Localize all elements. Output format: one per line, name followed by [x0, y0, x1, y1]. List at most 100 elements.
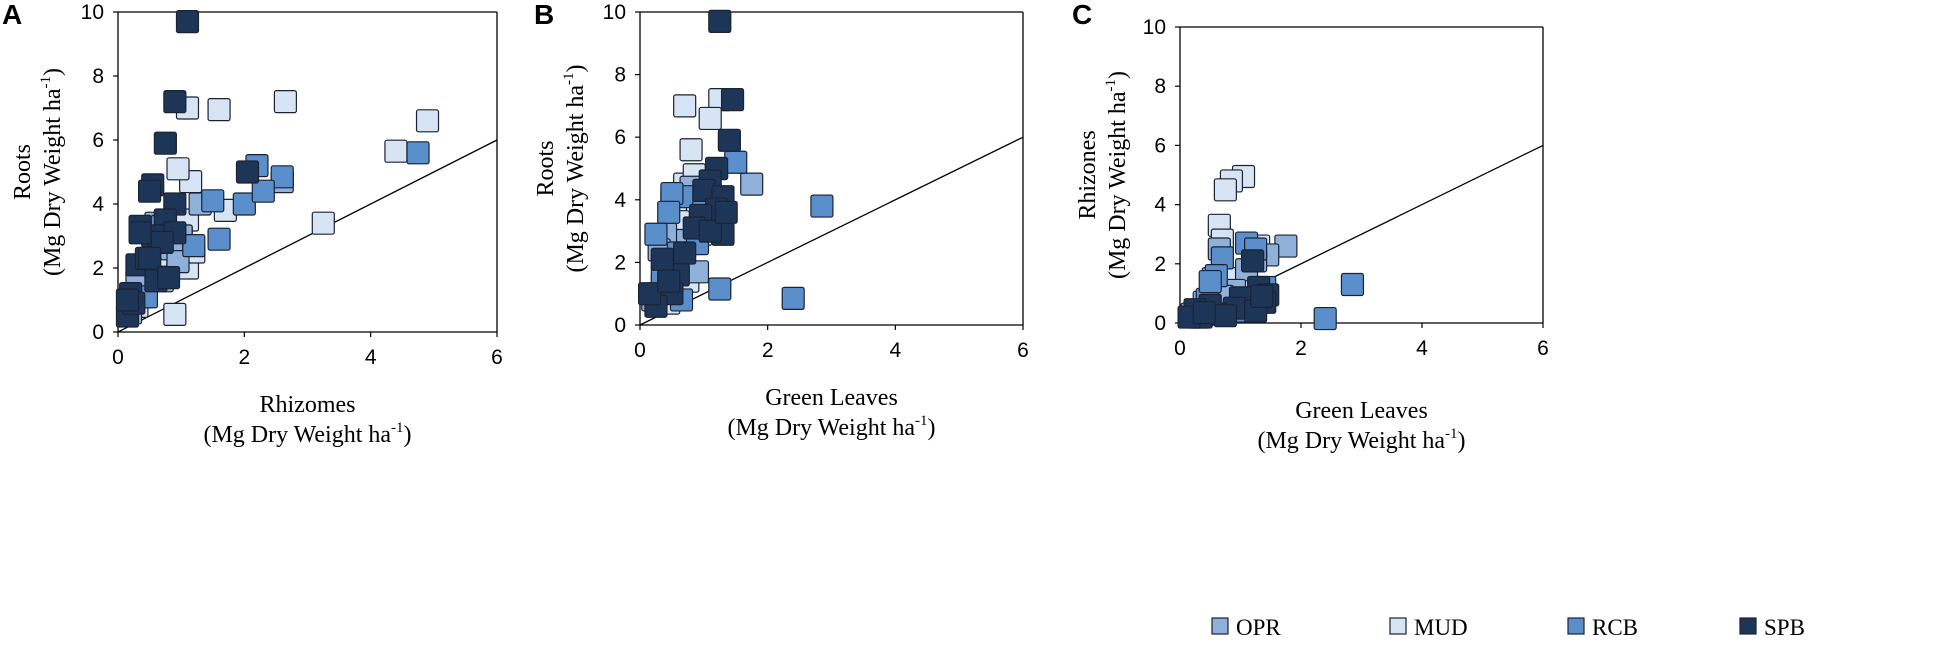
x-axis-units-superscript: -1 — [1445, 426, 1458, 442]
y-tick-label: 0 — [92, 321, 104, 344]
series-spb — [115, 10, 260, 328]
data-point-rcb — [270, 165, 294, 189]
x-tick-label: 6 — [491, 346, 503, 369]
data-point-mud — [1213, 178, 1237, 202]
x-axis-units-superscript: -1 — [391, 420, 404, 436]
y-axis-units: (Mg Dry Weight ha-1) — [561, 64, 589, 272]
y-tick-label: 10 — [1143, 16, 1166, 39]
series-spb — [637, 9, 745, 318]
x-axis-units-superscript: -1 — [915, 413, 928, 429]
y-axis-units-close: ) — [40, 68, 66, 76]
x-tick-label: 6 — [1537, 337, 1549, 360]
legend-label-spb: SPB — [1764, 615, 1805, 640]
x-tick-label: 2 — [762, 339, 774, 362]
x-tick-label: 0 — [112, 346, 124, 369]
data-point-spb — [137, 246, 162, 270]
y-tick-label: 2 — [614, 251, 626, 274]
data-point-mud — [698, 106, 722, 131]
data-point-spb — [714, 200, 738, 224]
y-tick-label: 2 — [1154, 253, 1166, 276]
data-point-rcb — [644, 222, 668, 246]
data-point-rcb — [781, 286, 805, 310]
data-point-mud — [415, 109, 440, 133]
data-point-rcb — [182, 234, 206, 258]
data-point-spb — [657, 269, 681, 293]
data-point-spb — [1240, 249, 1265, 273]
data-point-mud — [673, 94, 697, 118]
data-point-spb — [1213, 304, 1237, 328]
panel-label: A — [2, 0, 22, 30]
y-axis-title: Roots — [10, 144, 36, 200]
y-tick-label: 6 — [92, 129, 104, 152]
y-tick-label: 6 — [614, 126, 626, 149]
data-point-rcb — [251, 179, 275, 203]
legend-swatch-opr — [1211, 617, 1229, 635]
y-axis-units-close: ) — [1105, 71, 1131, 79]
x-axis-units-close: ) — [928, 415, 936, 441]
data-point-spb — [708, 9, 732, 33]
data-point-spb — [650, 247, 674, 271]
x-axis-units: (Mg Dry Weight ha-1) — [1257, 426, 1465, 454]
data-point-rcb — [1340, 272, 1365, 297]
y-axis-units-close: ) — [563, 64, 589, 72]
data-point-spb — [720, 88, 745, 112]
data-point-spb — [175, 10, 200, 34]
x-axis-units-text: (Mg Dry Weight ha — [727, 415, 915, 441]
data-point-mud — [311, 211, 335, 235]
panel-label: B — [534, 0, 554, 30]
data-point-rcb — [406, 141, 430, 165]
x-axis-units-close: ) — [1458, 428, 1466, 454]
x-tick-label: 2 — [1295, 337, 1307, 360]
legend-label-mud: MUD — [1414, 615, 1468, 640]
data-point-spb — [156, 266, 181, 290]
x-axis-units-text: (Mg Dry Weight ha — [203, 422, 391, 448]
y-tick-label: 0 — [1154, 312, 1166, 335]
x-tick-label: 4 — [889, 339, 901, 362]
legend-swatch-rcb — [1567, 617, 1585, 635]
legend: OPR MUD RCB SPB — [1211, 615, 1805, 640]
y-tick-label: 2 — [92, 257, 104, 280]
x-axis-units-text: (Mg Dry Weight ha — [1257, 428, 1445, 454]
legend-swatch-spb — [1739, 617, 1757, 635]
data-point-spb — [1192, 301, 1216, 325]
data-point-spb — [717, 128, 741, 152]
data-point-rcb — [232, 192, 256, 216]
data-point-rcb — [1198, 269, 1222, 294]
data-point-rcb — [657, 200, 681, 224]
reference-line — [117, 139, 498, 333]
data-point-mud — [163, 302, 187, 326]
x-axis-title: Green Leaves — [1295, 398, 1428, 424]
data-point-rcb — [810, 194, 834, 218]
panel-label: C — [1072, 0, 1092, 30]
data-point-spb — [698, 219, 722, 243]
y-tick-label: 10 — [603, 1, 626, 24]
data-point-spb — [115, 288, 140, 312]
y-tick-label: 4 — [1154, 194, 1166, 217]
y-tick-label: 0 — [614, 314, 626, 337]
data-point-mud — [384, 139, 408, 163]
data-point-mud — [273, 89, 297, 114]
legend-label-rcb: RCB — [1592, 615, 1638, 640]
data-point-spb — [128, 221, 152, 245]
data-point-rcb — [207, 227, 231, 251]
data-point-spb — [137, 179, 162, 203]
data-point-mud — [679, 138, 703, 162]
x-tick-label: 6 — [1017, 339, 1029, 362]
data-point-rcb — [201, 189, 225, 213]
data-point-spb — [637, 282, 662, 306]
x-axis-units: (Mg Dry Weight ha-1) — [203, 420, 411, 448]
y-tick-label: 8 — [92, 65, 104, 88]
data-point-spb — [235, 160, 260, 184]
data-point-mud — [207, 97, 231, 122]
x-tick-label: 0 — [1174, 337, 1186, 360]
y-tick-label: 6 — [1154, 134, 1166, 157]
x-tick-label: 4 — [365, 346, 377, 369]
x-axis-units: (Mg Dry Weight ha-1) — [727, 413, 935, 441]
data-point-rcb — [708, 277, 732, 301]
y-axis-units-superscript: -1 — [561, 72, 577, 85]
data-point-opr — [740, 172, 764, 196]
legend-swatch-mud — [1389, 617, 1407, 635]
y-axis-units: (Mg Dry Weight ha-1) — [38, 68, 66, 276]
